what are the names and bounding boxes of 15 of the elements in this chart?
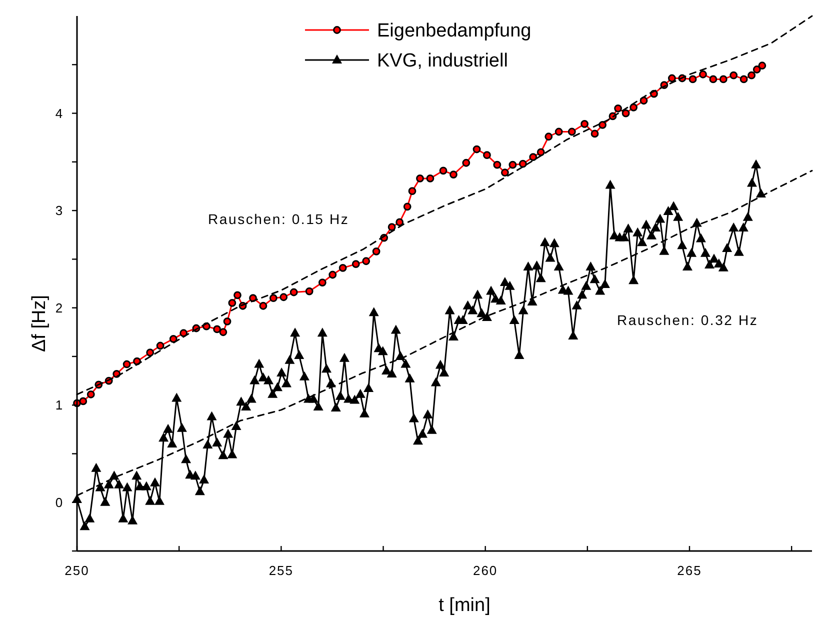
legend-label: Eigenbedampfung xyxy=(377,20,532,42)
annotation: Rauschen: 0.32 Hz xyxy=(617,312,758,328)
x-axis-title: t [min] xyxy=(438,595,490,616)
x-tick-label: 250 xyxy=(64,563,90,578)
x-tick-label: 255 xyxy=(268,563,294,578)
y-tick-label: 4 xyxy=(55,106,63,121)
y-tick-label: 1 xyxy=(55,398,63,413)
y-tick-label: 0 xyxy=(55,494,63,510)
y-axis-title: Δf [Hz] xyxy=(29,294,50,352)
legend-label: KVG, industriell xyxy=(377,50,508,72)
y-tick-label: 3 xyxy=(55,203,63,218)
x-tick-label: 265 xyxy=(677,563,702,578)
x-tick-label: 260 xyxy=(472,563,498,578)
y-tick-label: 2 xyxy=(55,300,63,316)
annotation: Rauschen: 0.15 Hz xyxy=(208,210,350,227)
